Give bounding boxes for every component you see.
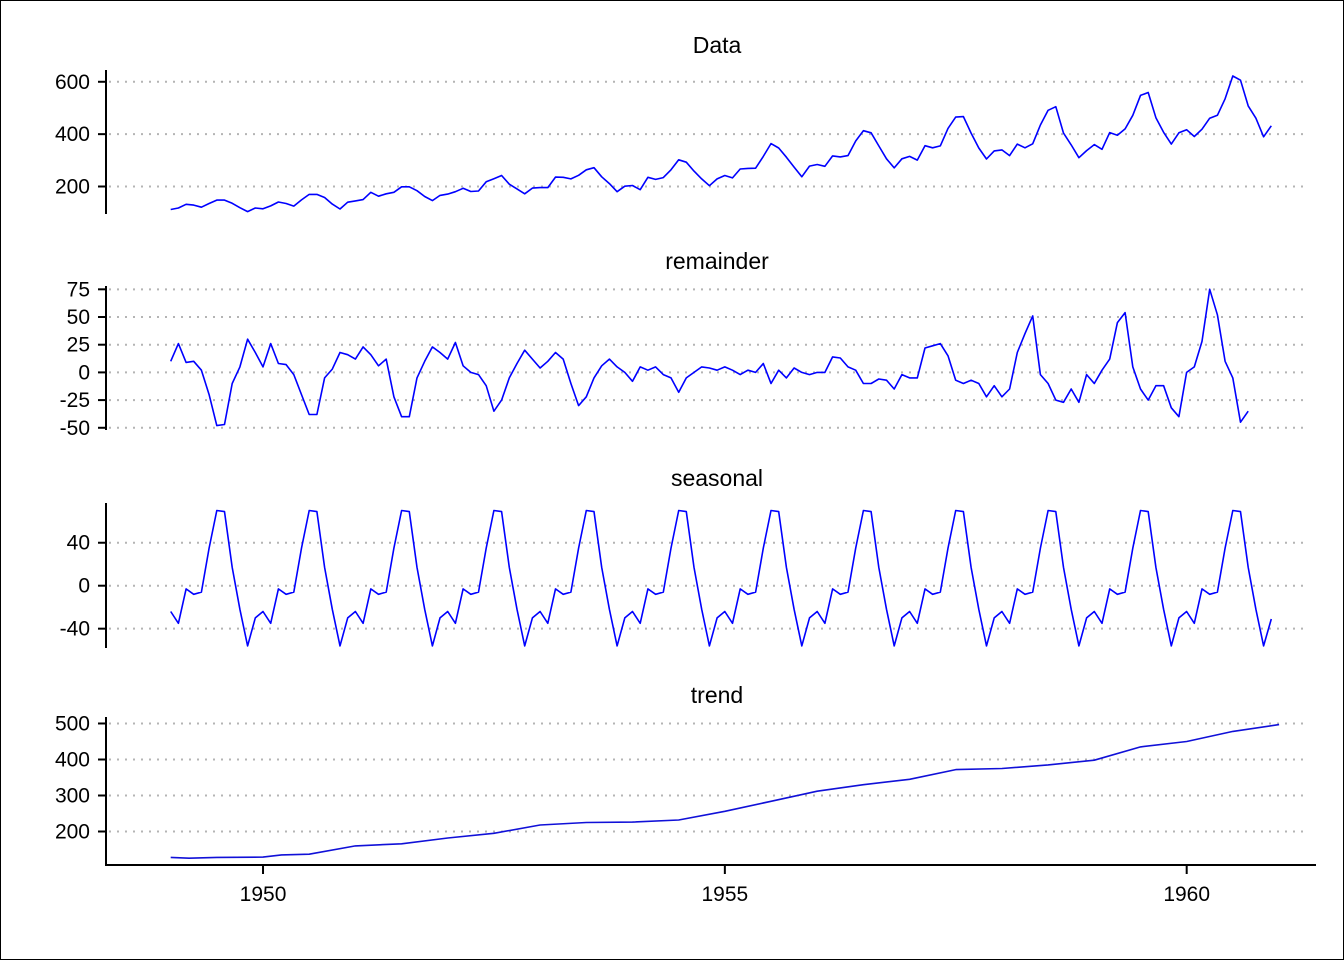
panel-remainder-gridlines xyxy=(109,288,1306,429)
panel-seasonal-y-ticks: 40 0 -40 xyxy=(60,532,106,641)
x-tick-label: 1950 xyxy=(240,883,287,906)
panel-trend-series-line xyxy=(170,723,1280,859)
panel-seasonal-title: seasonal xyxy=(671,465,763,491)
panel-data-series-line xyxy=(170,75,1272,213)
panel-seasonal-series-line xyxy=(170,509,1273,647)
panel-remainder-series-line xyxy=(169,288,1249,427)
panel-data-y-tick-label: 600 xyxy=(55,71,90,94)
panel-remainder-y-tick-label: -25 xyxy=(60,389,90,412)
panel-seasonal-y-tick-label: 40 xyxy=(67,532,90,555)
panel-remainder: remainder -50 -25 0 25 50 75 xyxy=(60,248,1306,440)
panel-data-y-ticks: 200 400 600 xyxy=(55,71,106,199)
x-tick-label: 1960 xyxy=(1163,883,1210,906)
panel-trend: trend 200 300 400 500 1950 1955 1960 xyxy=(55,682,1316,906)
panel-remainder-y-tick-label: 75 xyxy=(67,278,90,301)
panel-remainder-y-tick-label: 0 xyxy=(78,361,90,384)
panel-data-title: Data xyxy=(693,32,742,58)
panel-trend-y-tick-label: 300 xyxy=(55,785,90,808)
panel-data-y-tick-label: 400 xyxy=(55,123,90,146)
panel-data: Data 200 400 600 xyxy=(55,32,1306,214)
panel-trend-y-ticks: 200 300 400 500 xyxy=(55,712,106,844)
panel-data-y-tick-label: 200 xyxy=(55,176,90,199)
x-tick-label: 1955 xyxy=(701,883,748,906)
panel-remainder-y-tick-label: -50 xyxy=(60,417,90,440)
panel-trend-y-tick-label: 200 xyxy=(55,821,90,844)
panel-remainder-y-tick-label: 25 xyxy=(67,334,90,357)
panel-trend-y-tick-label: 500 xyxy=(55,712,90,735)
panel-remainder-y-tick-label: 50 xyxy=(67,306,90,329)
panel-trend-title: trend xyxy=(691,682,743,708)
panel-seasonal-y-tick-label: -40 xyxy=(60,618,90,641)
panel-remainder-title: remainder xyxy=(665,248,769,274)
panel-data-gridlines xyxy=(109,80,1306,188)
panel-seasonal-y-tick-label: 0 xyxy=(78,575,90,598)
x-axis-ticks: 1950 1955 1960 xyxy=(240,865,1210,906)
panel-seasonal: seasonal 40 0 -40 xyxy=(60,465,1306,648)
panel-trend-y-tick-label: 400 xyxy=(55,748,90,771)
panel-remainder-y-ticks: -50 -25 0 25 50 75 xyxy=(60,278,106,440)
